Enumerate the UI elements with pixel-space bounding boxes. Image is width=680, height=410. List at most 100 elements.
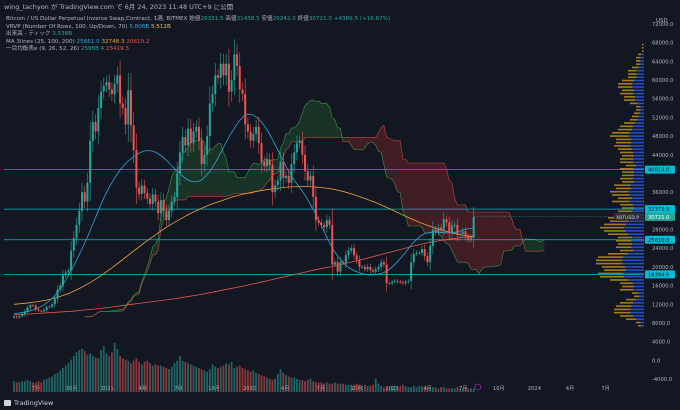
volume-bar (276, 374, 279, 392)
ichimoku-cloud-segment (528, 239, 531, 252)
replay-icon[interactable] (474, 383, 482, 391)
candle-body (423, 249, 426, 257)
ichimoku-cloud-segment (209, 148, 213, 197)
volume-bar (374, 378, 377, 392)
vrvp-bar-up (620, 288, 634, 291)
vrvp-bar-down (622, 262, 644, 265)
level-label: 18394.5 (648, 272, 669, 278)
ichimoku-cloud-segment (190, 139, 194, 197)
time-tick-label: 10月 (208, 385, 220, 392)
volume-value: 3.538B (52, 31, 73, 38)
vrvp-bar-down (633, 168, 644, 170)
vrvp-bar-down (636, 73, 644, 75)
volume-bar (388, 387, 391, 392)
vrvp-bar-up (616, 187, 632, 190)
candle-body (453, 224, 456, 226)
volume-bar (369, 386, 372, 392)
time-tick-label: 2022 (243, 386, 256, 392)
time-tick-label: 7月 (601, 385, 610, 392)
level-label: 32372.5 (648, 207, 669, 213)
ma-line[interactable]: MA 3lines (25, 100, 200) 25661.0 32748.3… (6, 39, 390, 47)
volume-bar (53, 374, 56, 392)
vrvp-bar-up (636, 60, 641, 62)
volume-bar (127, 360, 130, 392)
vrvp-bar-up (622, 79, 635, 82)
vrvp-bar-up (630, 102, 638, 105)
vrvp-bar-down (632, 148, 644, 150)
volume-bar (13, 381, 15, 392)
volume-bar (29, 381, 32, 392)
volume-bar (94, 357, 97, 392)
vrvp-bar-down (632, 210, 644, 213)
vrvp-bar-down (630, 308, 644, 311)
vrvp-bar-down (633, 177, 644, 180)
ichimoku-cloud-segment (454, 197, 458, 263)
volume-bar (21, 381, 24, 392)
vrvp-bar-down (639, 112, 644, 115)
vrvp-bar-down (634, 79, 644, 82)
ichimoku-cloud-segment (155, 238, 159, 255)
price-chart[interactable]: 72000.0 68000.0 64000.0 60000.0 56000.0 52000… (0, 14, 680, 396)
ichimoku-cloud-segment (519, 229, 523, 246)
ichimoku-cloud-segment (394, 140, 398, 192)
ichimoku-cloud-segment (237, 177, 240, 194)
candle-body (325, 220, 328, 228)
low-value: 26242.0 (272, 16, 296, 22)
candle-body (208, 103, 211, 137)
volume-line[interactable]: 出来高 - ティック 3.538B (6, 31, 390, 39)
ichimoku-cloud-segment (128, 299, 131, 304)
candle-body (102, 85, 105, 92)
candle-body (206, 136, 209, 155)
candle-body (187, 128, 190, 146)
price-tick-label: 48000.0 (652, 134, 673, 140)
volume-bar (249, 371, 252, 392)
vrvp-bar-up (604, 230, 626, 232)
ichimoku-value-1: 25988.4 (80, 46, 105, 53)
vrvp-bar-up (598, 256, 624, 258)
volume-bar (290, 377, 293, 392)
volume-bar (429, 387, 432, 392)
volume-bar (418, 386, 421, 392)
vrvp-line[interactable]: VRVP (Number Of Rows, 100, Up/Down, 70) … (6, 24, 390, 32)
vrvp-bar-up (636, 63, 641, 65)
candle-body (467, 236, 470, 240)
volume-bar (263, 376, 266, 392)
vrvp-bar-up (618, 148, 633, 150)
price-tick-label: 28000.0 (652, 228, 673, 234)
candle-body (227, 63, 230, 92)
vrvp-bar-up (620, 161, 634, 164)
candle-body (426, 256, 429, 263)
volume-bar (464, 387, 467, 392)
vrvp-bar-up (630, 118, 638, 121)
candle-body (306, 171, 309, 181)
ichimoku-cloud-segment (432, 162, 436, 233)
candle-body (127, 90, 130, 125)
candle-body (260, 143, 263, 162)
vrvp-bar-up (596, 259, 623, 262)
price-tick-label: 4000.0 (652, 340, 670, 346)
candle-body (219, 63, 222, 78)
candle-body (437, 227, 440, 232)
volume-bar (222, 365, 225, 392)
ichimoku-cloud-segment (318, 101, 322, 138)
candle-body (388, 283, 391, 285)
vrvp-bar-up (612, 200, 630, 203)
vrvp-bar-down (632, 86, 644, 88)
volume-bar (431, 387, 434, 392)
ma200-line (13, 235, 474, 315)
chart-area[interactable]: 72000.0 68000.0 64000.0 60000.0 56000.0 52000… (0, 14, 680, 396)
vrvp-bar-up (622, 207, 635, 209)
volume-bar (315, 382, 317, 392)
candle-body (317, 220, 320, 223)
volume-bar (342, 383, 345, 392)
candle-body (94, 122, 97, 132)
ichimoku-cloud-segment (291, 127, 295, 142)
vrvp-bar-up (636, 109, 641, 111)
vrvp-bar-down (632, 128, 644, 131)
vrvp-bar-up (616, 246, 632, 249)
vrvp-bar-down (636, 69, 644, 72)
ichimoku-line[interactable]: 一目均衡表e (9, 26, 52, 26) 25988.4 23419.3 (6, 46, 390, 54)
vrvp-bar-down (631, 305, 644, 307)
candle-body (236, 54, 239, 67)
ichimoku-cloud-segment (315, 101, 319, 138)
